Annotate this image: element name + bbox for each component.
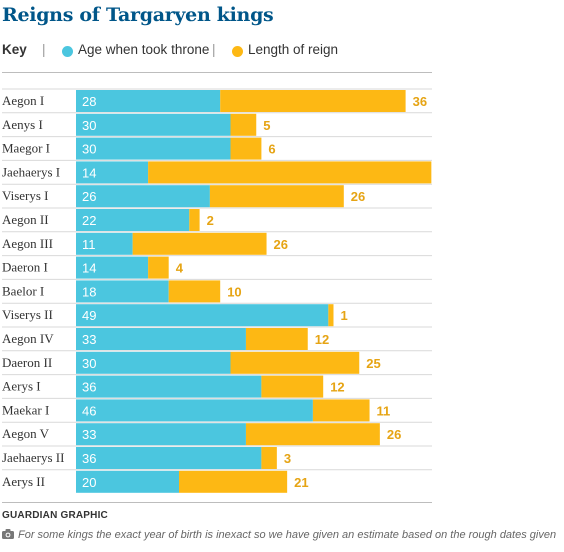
reign-bar — [245, 328, 308, 350]
age-value-label: 28 — [82, 94, 96, 109]
reign-bar — [179, 470, 288, 493]
age-bar — [76, 113, 231, 136]
footnote: For some kings the exact year of birth i… — [2, 529, 562, 542]
age-value-label: 18 — [82, 284, 96, 299]
reign-value-label: 12 — [315, 332, 329, 347]
age-bar — [76, 328, 246, 350]
reign-value-label: 6 — [268, 142, 275, 157]
reign-bar — [261, 447, 277, 469]
footnote-text: For some kings the exact year of birth i… — [18, 529, 557, 541]
age-value-label: 20 — [82, 475, 96, 490]
reign-value-label: 36 — [413, 94, 427, 109]
reign-bar — [209, 185, 344, 208]
age-value-label: 46 — [82, 403, 96, 418]
bottom-divider — [2, 502, 432, 503]
category-label: Aerys I — [2, 379, 41, 394]
age-value-label: 22 — [82, 213, 96, 228]
reign-bar — [189, 209, 200, 231]
age-bar — [76, 423, 246, 446]
reign-bar — [220, 90, 406, 112]
legend-age-label: Age when took throne — [78, 42, 210, 57]
age-value-label: 30 — [82, 118, 96, 133]
chart-title: Reigns of Targaryen kings — [2, 4, 274, 26]
age-value-label: 33 — [82, 427, 96, 442]
category-label: Viserys I — [2, 188, 49, 203]
reign-value-label: 4 — [176, 261, 184, 276]
reign-bar — [312, 399, 370, 422]
category-label: Aerys II — [2, 474, 45, 489]
age-bar — [76, 137, 231, 160]
category-label: Aenys I — [2, 117, 43, 132]
category-label: Aegon I — [2, 93, 44, 108]
reign-value-label: 26 — [274, 237, 288, 252]
reign-bar — [245, 423, 380, 446]
category-label: Aegon III — [2, 236, 53, 251]
reign-value-label: 11 — [377, 403, 391, 418]
age-value-label: 33 — [82, 332, 96, 347]
age-value-label: 11 — [82, 237, 96, 252]
reign-value-label: 1 — [341, 308, 348, 323]
reign-bar — [328, 304, 334, 327]
age-bar — [76, 90, 221, 112]
legend-age-swatch — [62, 46, 73, 57]
reign-bar — [230, 351, 360, 374]
age-value-label: 14 — [82, 261, 96, 276]
category-label: Viserys II — [2, 307, 53, 322]
age-bar — [76, 470, 179, 493]
category-label: Jaehaerys I — [2, 164, 60, 179]
reign-value-label: 21 — [294, 475, 308, 490]
graphic-credit: GUARDIAN GRAPHIC — [2, 510, 108, 521]
age-bar — [76, 256, 149, 279]
age-value-label: 30 — [82, 356, 96, 371]
age-bar — [76, 304, 329, 327]
legend-key-label: Key — [2, 42, 27, 57]
age-bar — [76, 399, 313, 422]
reign-value-label: 25 — [366, 356, 380, 371]
reign-value-label: 3 — [284, 451, 291, 466]
legend-reign-label: Length of reign — [248, 42, 339, 57]
reign-bar — [148, 161, 432, 184]
reign-bar — [168, 280, 221, 303]
age-value-label: 36 — [82, 451, 96, 466]
age-bar — [76, 185, 210, 208]
age-value-label: 49 — [82, 308, 96, 323]
age-bar — [76, 209, 190, 231]
age-value-label: 36 — [82, 380, 96, 395]
category-label: Jaehaerys II — [2, 450, 64, 465]
age-value-label: 26 — [82, 189, 96, 204]
camera-icon — [2, 529, 14, 542]
category-label: Daeron I — [2, 260, 48, 275]
reign-value-label: 12 — [330, 380, 344, 395]
reign-value-label: 26 — [351, 189, 365, 204]
category-label: Aegon II — [2, 212, 49, 227]
reign-value-label: 2 — [207, 213, 214, 228]
reign-value-label: 5 — [263, 118, 270, 133]
reign-bar — [132, 232, 267, 255]
age-bar — [76, 232, 133, 255]
category-label: Maegor I — [2, 141, 50, 156]
category-label: Daeron II — [2, 355, 52, 370]
reign-value-label: 26 — [387, 427, 401, 442]
age-bar — [76, 351, 231, 374]
age-bar — [76, 447, 262, 469]
category-label: Baelor I — [2, 283, 44, 298]
legend-reign-swatch — [232, 46, 243, 57]
age-value-label: 14 — [82, 165, 96, 180]
age-bar — [76, 280, 169, 303]
legend-separator: | — [42, 42, 46, 57]
category-label: Aegon IV — [2, 331, 54, 346]
legend-separator: | — [212, 42, 216, 57]
age-bar — [76, 161, 149, 184]
reign-bar — [230, 113, 257, 136]
age-value-label: 30 — [82, 142, 96, 157]
chart-legend: Key | Age when took throne | Length of r… — [2, 42, 432, 73]
reign-value-label: 10 — [227, 284, 241, 299]
age-bar — [76, 375, 262, 398]
reign-bar — [230, 137, 262, 160]
category-label: Aegon V — [2, 426, 50, 441]
reign-bar — [148, 256, 169, 279]
category-label: Maekar I — [2, 402, 49, 417]
reign-bar — [261, 375, 324, 398]
